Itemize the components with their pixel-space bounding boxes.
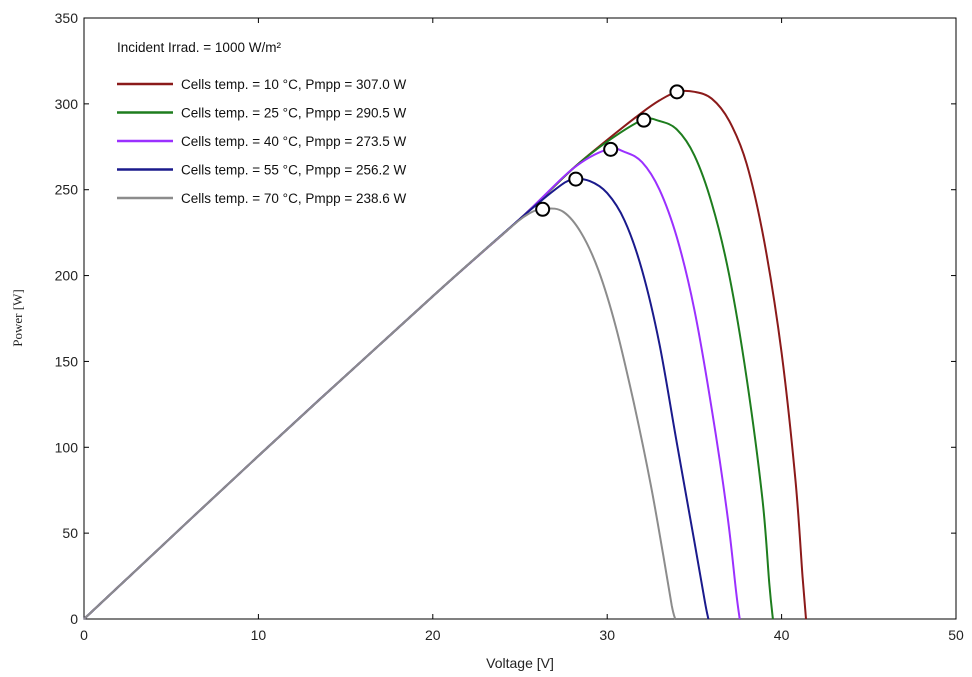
axis-ticks: 0 10 20 30 40 50 0 50 100 150 200 250 300 350: [55, 10, 964, 643]
mpp-marker-1: [636, 112, 652, 128]
x-tick-label: 10: [251, 627, 267, 643]
legend-entry-3: Cells temp. = 55 °C, Pmpp = 256.2 W: [181, 163, 407, 178]
legend: Incident Irrad. = 1000 W/m² Cells temp. …: [117, 40, 407, 206]
mpp-marker-0: [669, 84, 685, 100]
x-tick-label: 20: [425, 627, 441, 643]
x-axis-label: Voltage [V]: [486, 655, 554, 671]
y-tick-label: 350: [55, 10, 79, 26]
series-line-4: [83, 207, 677, 620]
mpp-marker-4: [535, 201, 551, 217]
mpp-markers: [535, 84, 685, 217]
y-tick-label: 0: [70, 611, 78, 627]
mpp-marker-2: [603, 141, 619, 157]
y-tick-label: 100: [55, 439, 79, 455]
y-tick-label: 200: [55, 268, 79, 284]
mpp-marker-3: [568, 171, 584, 187]
y-tick-label: 50: [62, 525, 78, 541]
legend-entry-1: Cells temp. = 25 °C, Pmpp = 290.5 W: [181, 106, 407, 121]
plot-frame: [83, 17, 957, 620]
x-tick-label: 40: [774, 627, 790, 643]
legend-entry-4: Cells temp. = 70 °C, Pmpp = 238.6 W: [181, 191, 407, 206]
x-tick-label: 0: [80, 627, 88, 643]
x-tick-label: 30: [599, 627, 615, 643]
legend-entry-0: Cells temp. = 10 °C, Pmpp = 307.0 W: [181, 77, 407, 92]
x-tick-label: 50: [948, 627, 964, 643]
y-tick-label: 150: [55, 353, 79, 369]
legend-header: Incident Irrad. = 1000 W/m²: [117, 40, 281, 55]
y-tick-label: 300: [55, 96, 79, 112]
y-tick-label: 250: [55, 182, 79, 198]
y-axis-label: Power [W]: [10, 289, 25, 346]
legend-entry-2: Cells temp. = 40 °C, Pmpp = 273.5 W: [181, 134, 407, 149]
